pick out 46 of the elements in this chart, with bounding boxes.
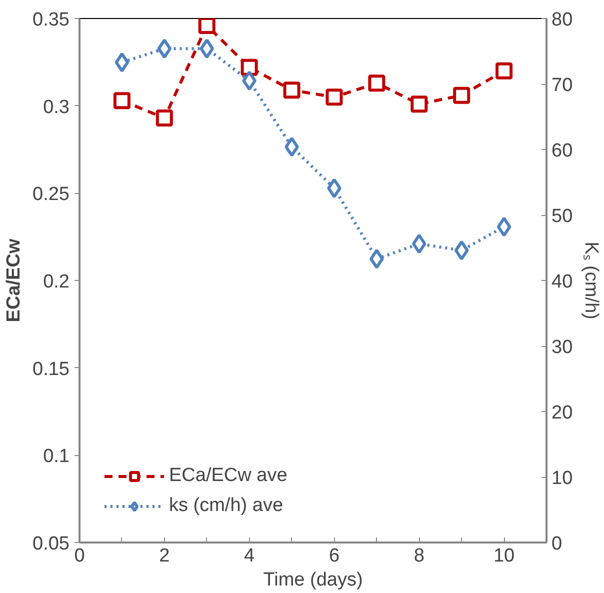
x-tick-label: 8 bbox=[414, 546, 424, 566]
y2-axis-title: Kₛ (cm/h) bbox=[580, 242, 602, 320]
x-axis-title: Time (days) bbox=[263, 570, 363, 590]
point bbox=[200, 38, 214, 59]
point bbox=[240, 58, 258, 76]
x-tick-label: 2 bbox=[159, 546, 170, 566]
point bbox=[454, 240, 469, 260]
y2-tick-label: 20 bbox=[552, 402, 573, 424]
x-tick-label: 0 bbox=[74, 546, 85, 566]
y-tick-label: 0.2 bbox=[43, 272, 70, 292]
point bbox=[326, 88, 343, 106]
y2-tick-label: 30 bbox=[552, 337, 573, 358]
point bbox=[412, 234, 426, 254]
point bbox=[410, 96, 428, 113]
y2-tick-label: 50 bbox=[552, 206, 573, 227]
x-tick-label: 4 bbox=[244, 546, 256, 566]
y2-tick-label: 60 bbox=[552, 140, 573, 162]
point bbox=[242, 70, 256, 91]
y-tick-label: 0.05 bbox=[32, 534, 70, 554]
point bbox=[156, 110, 173, 127]
x-tick-label: 6 bbox=[328, 546, 340, 566]
y-tick-label: 0.1 bbox=[43, 446, 70, 468]
y-tick-label: 0.35 bbox=[32, 10, 70, 30]
y-axis-title: ECa/ECw bbox=[4, 238, 25, 322]
point bbox=[284, 136, 299, 157]
legend-label: ks (cm/h) ave bbox=[169, 495, 284, 517]
point bbox=[283, 82, 300, 99]
point bbox=[453, 86, 470, 104]
y-tick-label: 0.25 bbox=[32, 184, 70, 206]
y-tick-label: 0.3 bbox=[43, 96, 70, 118]
point bbox=[114, 52, 130, 72]
point bbox=[113, 92, 130, 110]
point bbox=[496, 216, 512, 237]
point bbox=[327, 178, 342, 198]
y2-tick-label: 10 bbox=[552, 468, 573, 489]
point bbox=[370, 248, 384, 269]
point bbox=[496, 62, 513, 80]
y-tick-label: 0.15 bbox=[32, 358, 70, 380]
legend-label: ECa/ECw ave bbox=[169, 465, 288, 487]
y2-tick-label: 40 bbox=[552, 272, 573, 292]
y2-tick-label: 80 bbox=[552, 10, 573, 30]
x-tick-label: 10 bbox=[493, 546, 515, 566]
y2-tick-label: 70 bbox=[552, 75, 573, 96]
point bbox=[368, 74, 386, 92]
point bbox=[157, 38, 172, 59]
point bbox=[198, 18, 216, 34]
